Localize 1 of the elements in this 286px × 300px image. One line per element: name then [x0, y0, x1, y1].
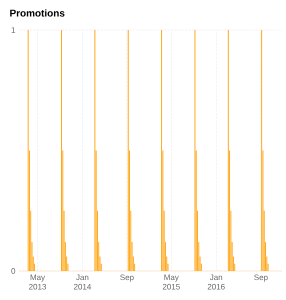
chart-title: Promotions	[10, 9, 64, 17]
